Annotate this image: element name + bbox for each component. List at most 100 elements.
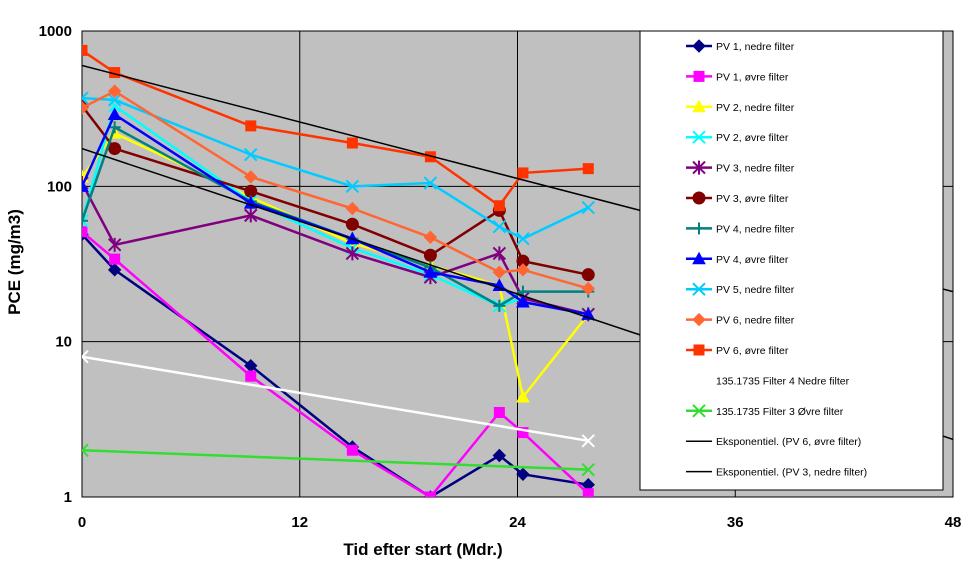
data-point <box>492 278 507 291</box>
legend-marker <box>692 39 706 53</box>
legend-item: PV 6, øvre filter <box>686 344 789 357</box>
legend-item: PV 4, nedre filter <box>686 222 795 235</box>
x-tick-label: 48 <box>945 514 962 531</box>
legend-label: 135.1735 Filter 4 Nedre filter <box>716 375 850 387</box>
legend-item: PV 3, øvre filter <box>686 191 789 205</box>
legend-item: PV 6, nedre filter <box>686 312 795 327</box>
legend-item: PV 5, nedre filter <box>686 282 795 296</box>
data-point <box>582 488 594 497</box>
y-axis-title: PCE (mg/m3) <box>5 209 24 315</box>
data-point <box>517 427 529 439</box>
data-point <box>493 200 505 212</box>
data-point <box>109 253 121 265</box>
series-line <box>82 355 589 443</box>
data-point <box>345 246 360 261</box>
series-line <box>82 448 589 471</box>
data-point <box>345 201 360 216</box>
legend-label: Eksponentiel. (PV 3, nedre filter) <box>716 467 867 479</box>
data-point <box>581 268 595 282</box>
legend-item: Eksponentiel. (PV 3, nedre filter) <box>686 467 867 479</box>
y-tick-label: 1000 <box>39 23 72 40</box>
data-point <box>516 390 530 403</box>
legend-marker <box>692 251 706 265</box>
data-point <box>423 176 438 190</box>
legend-label: PV 3, øvre filter <box>716 193 789 205</box>
data-point <box>82 91 89 105</box>
series-line <box>82 233 589 497</box>
data-point <box>581 200 595 215</box>
data-point <box>493 406 505 418</box>
data-point <box>423 265 438 278</box>
data-point <box>82 226 88 238</box>
data-point <box>493 299 506 312</box>
data-point <box>423 230 438 244</box>
series-8 <box>82 91 595 246</box>
data-point <box>345 217 359 231</box>
data-point <box>581 462 595 477</box>
legend-label: PV 6, øvre filter <box>716 345 789 357</box>
data-point <box>492 246 507 261</box>
data-point <box>107 107 122 121</box>
legend-marker <box>693 222 705 235</box>
legend: PV 1, nedre filter PV 1, øvre filter PV 2,… <box>639 30 944 491</box>
legend-marker <box>692 99 706 113</box>
legend-box <box>639 30 944 491</box>
data-point <box>492 219 507 234</box>
data-point <box>108 121 121 134</box>
data-point <box>82 44 88 56</box>
data-point <box>581 434 595 448</box>
legend-item: PV 2, øvre filter <box>686 130 789 144</box>
legend-item: PV 1, øvre filter <box>686 70 789 83</box>
legend-item: 135.1735 Filter 4 Nedre filter <box>716 375 850 387</box>
data-point <box>107 84 122 98</box>
legend-label: PV 3, nedre filter <box>716 163 795 175</box>
series-12 <box>82 443 595 477</box>
legend-item: 135.1735 Filter 3 Øvre filter <box>686 404 844 418</box>
legend-marker <box>692 312 706 327</box>
data-point <box>82 350 89 364</box>
data-point <box>245 120 257 132</box>
legend-item: PV 3, nedre filter <box>686 160 795 175</box>
data-point <box>517 167 529 179</box>
data-point <box>492 448 507 463</box>
x-tick-label: 36 <box>727 514 744 531</box>
legend-label: PV 4, øvre filter <box>716 254 789 266</box>
data-point <box>82 101 89 115</box>
legend-marker <box>692 191 706 205</box>
data-point <box>346 137 358 149</box>
legend-marker <box>693 344 705 356</box>
data-point <box>244 208 258 223</box>
data-point <box>82 214 89 228</box>
legend-marker <box>693 70 705 82</box>
legend-label: PV 6, nedre filter <box>716 315 795 327</box>
data-point <box>516 232 530 246</box>
data-point <box>423 248 437 262</box>
data-point <box>107 263 122 277</box>
legend-label: Eksponentiel. (PV 6, øvre filter) <box>716 436 861 448</box>
data-point <box>82 443 89 457</box>
series-line <box>82 112 589 316</box>
legend-marker <box>692 160 706 175</box>
series-line <box>82 105 589 276</box>
legend-marker <box>692 404 706 418</box>
series-9 <box>82 84 595 296</box>
x-tick-label: 0 <box>78 514 86 531</box>
data-point <box>108 142 122 156</box>
data-point <box>516 467 530 482</box>
data-point <box>107 93 122 107</box>
data-point <box>582 163 594 175</box>
y-tick-label: 100 <box>47 178 72 195</box>
legend-marker <box>692 130 706 144</box>
y-tick-label: 1 <box>64 489 72 506</box>
tick-labels: 0 12 24 36 48 1 10 100 1000 <box>39 23 962 531</box>
y-tick-label: 10 <box>55 334 72 351</box>
data-point <box>516 294 530 308</box>
legend-label: PV 5, nedre filter <box>716 284 795 296</box>
legend-item: PV 4, øvre filter <box>686 251 789 266</box>
data-point <box>424 491 436 497</box>
legend-item: PV 2, nedre filter <box>686 99 795 114</box>
data-point <box>107 237 122 252</box>
data-point <box>516 263 530 277</box>
